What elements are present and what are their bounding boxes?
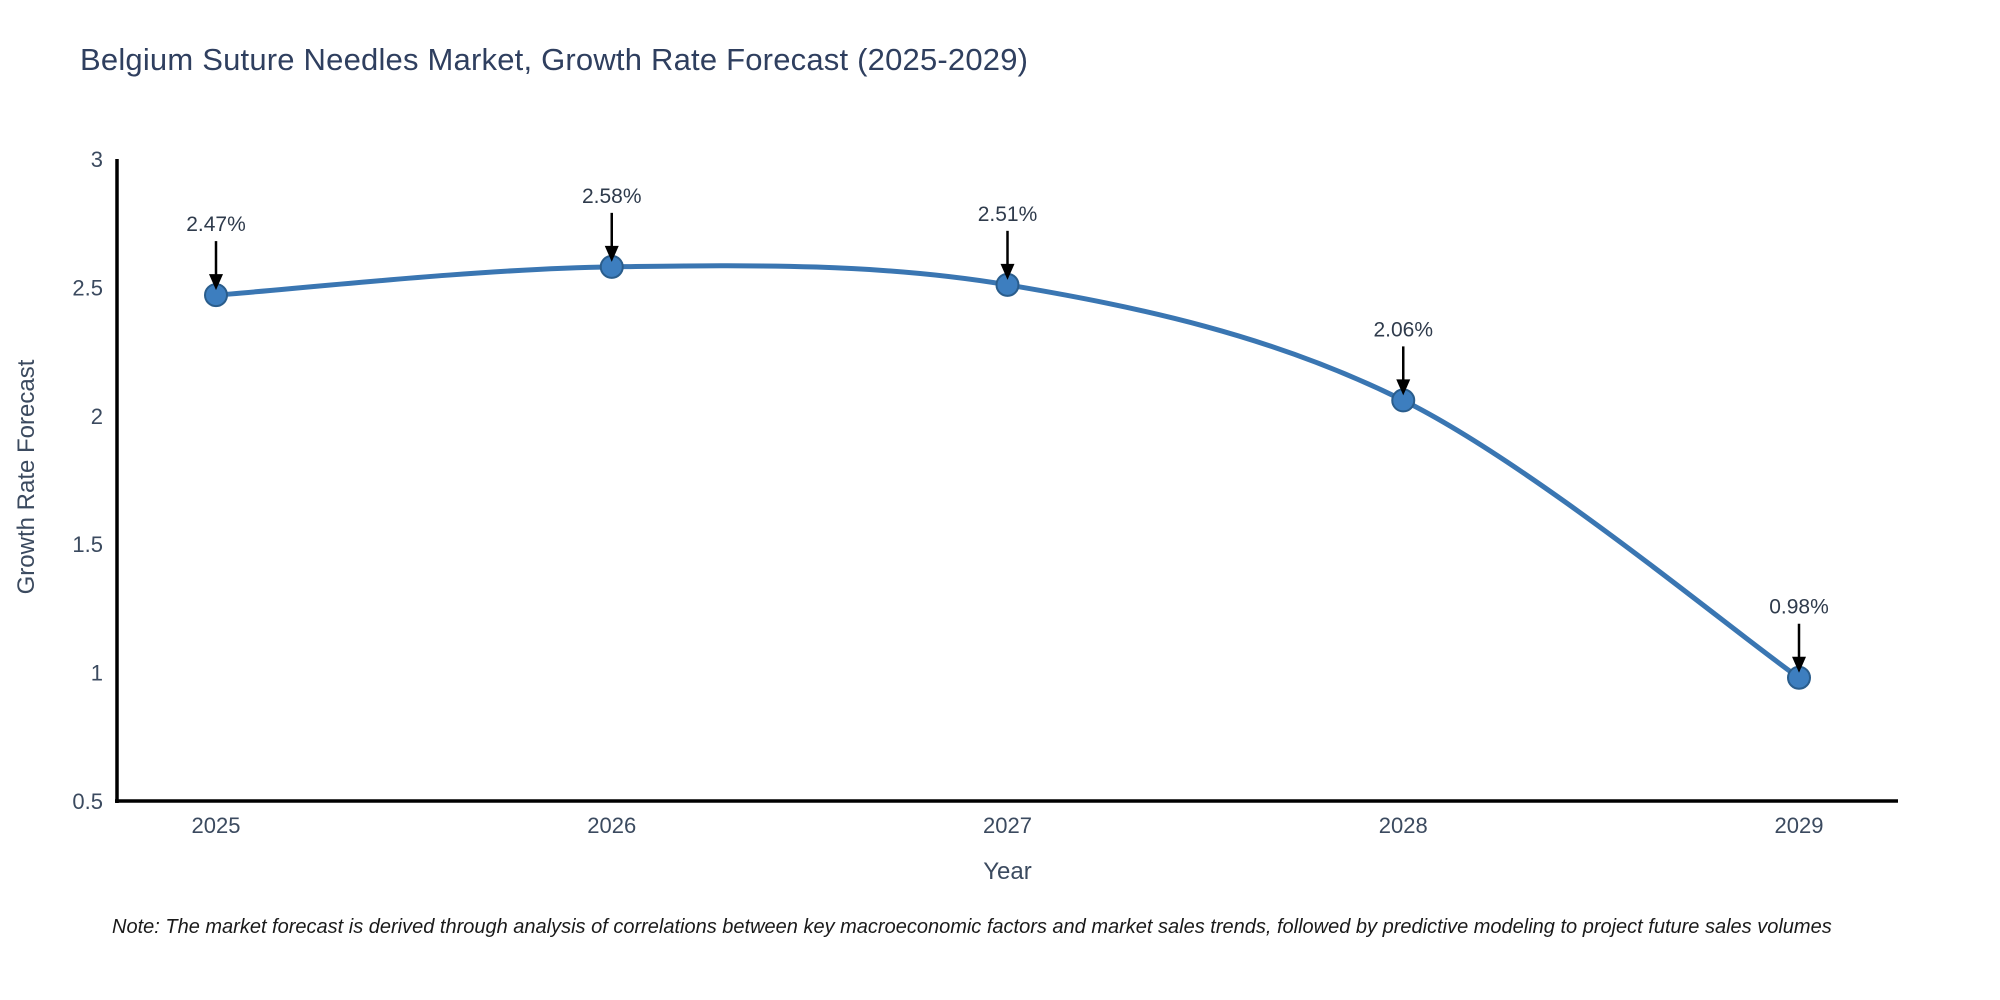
y-tick-label: 2 [91, 404, 103, 429]
chart-title: Belgium Suture Needles Market, Growth Ra… [80, 42, 1029, 77]
y-tick-label: 2.5 [72, 275, 103, 300]
y-tick-label: 1.5 [72, 532, 103, 557]
x-tick-label: 2028 [1379, 813, 1428, 838]
y-tick-label: 1 [91, 661, 103, 686]
y-tick-label: 3 [91, 147, 103, 172]
annotation-arrowhead [1000, 263, 1015, 280]
annotation-arrowhead [1396, 379, 1411, 396]
y-axis-title: Growth Rate Forecast [13, 359, 40, 595]
y-tick-label: 0.5 [72, 789, 103, 814]
annotation-arrowhead [604, 245, 619, 262]
data-point-label: 2.58% [582, 185, 642, 208]
forecast-line [215, 263, 1801, 680]
annotation-arrowhead [209, 274, 223, 291]
data-point-label: 2.51% [978, 203, 1038, 226]
chart-note: Note: The market forecast is derived thr… [112, 916, 1832, 938]
annotation-arrowhead [1792, 656, 1806, 673]
x-tick-label: 2027 [983, 813, 1032, 838]
data-point-label: 2.06% [1373, 318, 1433, 341]
x-axis-title: Year [983, 858, 1032, 885]
data-point-label: 2.47% [186, 213, 246, 236]
data-point-label: 0.98% [1769, 596, 1829, 619]
x-tick-label: 2029 [1775, 813, 1824, 838]
x-tick-label: 2026 [587, 813, 636, 838]
x-tick-label: 2025 [192, 813, 241, 838]
